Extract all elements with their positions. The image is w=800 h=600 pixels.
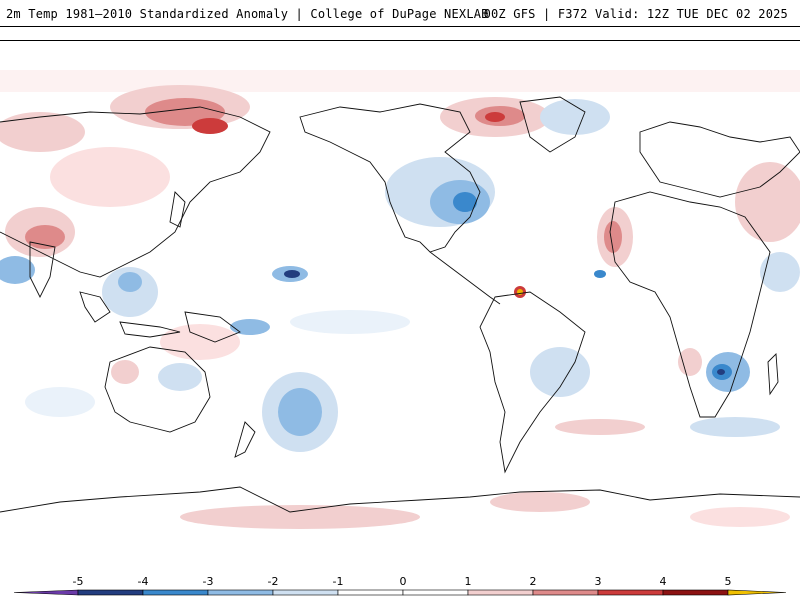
colorbar-tick-label: 2: [530, 575, 537, 588]
colorbar-tick-label: -1: [333, 575, 344, 588]
colorbar-segment: [142, 589, 209, 596]
colorbar-segment: [272, 589, 339, 596]
colorbar-tick-label: 0: [400, 575, 407, 588]
colorbar-segment: [597, 589, 664, 596]
colorbar-tick-label: -4: [138, 575, 149, 588]
colorbar-tick-label: -3: [203, 575, 214, 588]
colorbar-high-end: [727, 589, 787, 596]
map-title: 2m Temp 1981–2010 Standardized Anomaly |…: [6, 7, 489, 21]
colorbar-low-end: [13, 589, 79, 596]
map-top-border: [0, 40, 800, 41]
color-legend: -5 -4 -3 -2 -1 0 1 2 3 4 5: [13, 575, 787, 596]
cold-anomaly-regions: [0, 99, 800, 452]
model-run-info: 00Z GFS | F372 Valid: 12Z TUE DEC 02 202…: [483, 7, 788, 21]
colorbar-tick-label: 5: [725, 575, 732, 588]
colorbar-segment: [467, 589, 534, 596]
colorbar-segment: [337, 589, 404, 596]
colorbar-segment: [662, 589, 729, 596]
colorbar-tick-label: -5: [73, 575, 84, 588]
coastlines: [0, 96, 800, 513]
colorbar-tick-label: -2: [268, 575, 279, 588]
colorbar-segment: [207, 589, 274, 596]
header-divider: [0, 26, 800, 27]
colorbar-tick-label: 3: [595, 575, 602, 588]
colorbar-tick-label: 1: [465, 575, 472, 588]
anomaly-map: [0, 42, 800, 571]
colorbar-tick-label: 4: [660, 575, 667, 588]
colorbar-segment: [77, 589, 144, 596]
colorbar-segment: [532, 589, 599, 596]
colorbar-segment: [402, 589, 469, 596]
